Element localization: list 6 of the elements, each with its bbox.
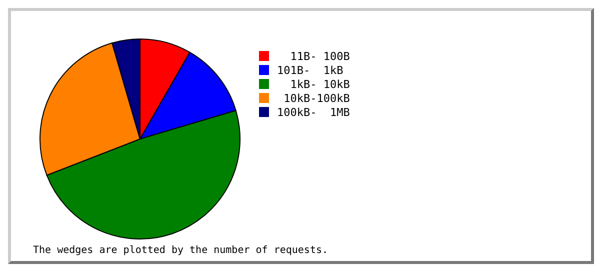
legend-label: 100kB- 1MB — [277, 106, 350, 118]
text: The wedges are plotted by the number of requests. — [33, 245, 328, 256]
legend-label: 11B- 100B — [289, 50, 350, 62]
legend-label: 101B- 1kB — [277, 64, 344, 76]
legend-label: 1kB- 10kB — [289, 78, 350, 90]
legend-label: 10kB-100kB — [282, 92, 350, 104]
